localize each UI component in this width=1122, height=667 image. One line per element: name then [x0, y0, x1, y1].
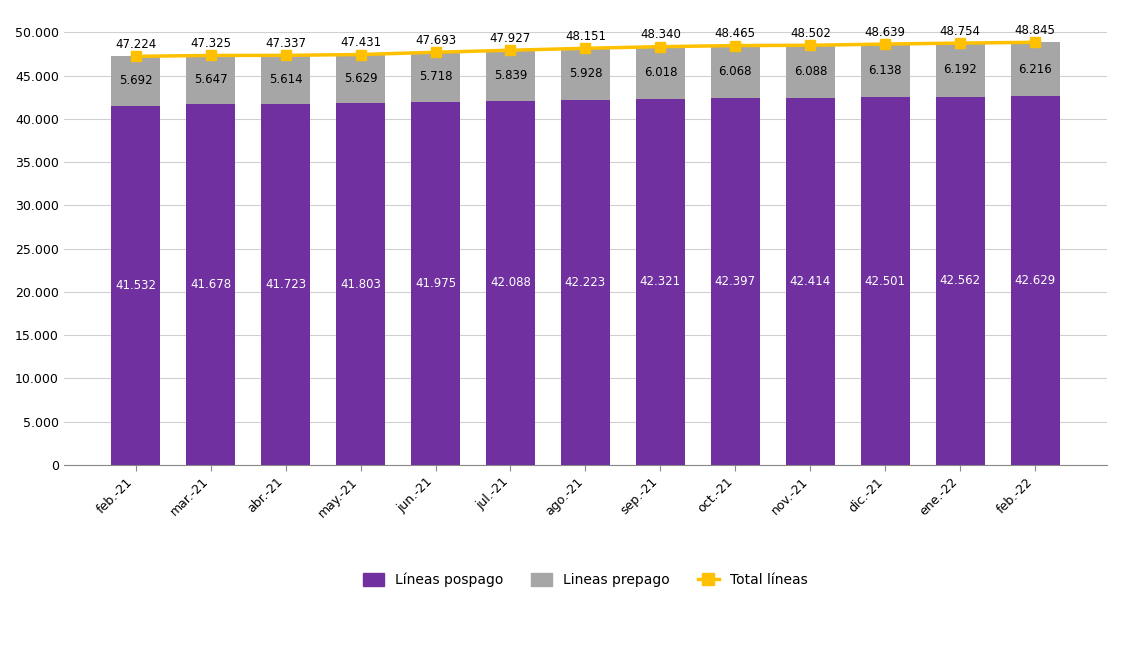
- Bar: [787, 98, 835, 465]
- Text: 48.502: 48.502: [790, 27, 830, 40]
- Bar: [111, 105, 160, 465]
- Text: 5.718: 5.718: [419, 71, 452, 83]
- Text: 42.414: 42.414: [790, 275, 831, 288]
- Text: 42.321: 42.321: [640, 275, 681, 288]
- Bar: [411, 102, 460, 465]
- Text: 5.647: 5.647: [194, 73, 228, 86]
- Text: 6.088: 6.088: [793, 65, 827, 78]
- Bar: [186, 104, 234, 465]
- Bar: [337, 55, 385, 103]
- Text: 41.678: 41.678: [190, 278, 231, 291]
- Bar: [186, 55, 234, 104]
- Text: 47.224: 47.224: [116, 38, 156, 51]
- Bar: [261, 55, 310, 104]
- Text: 6.138: 6.138: [868, 64, 902, 77]
- Text: 48.639: 48.639: [865, 26, 905, 39]
- Text: 48.465: 48.465: [715, 27, 756, 41]
- Bar: [561, 48, 609, 99]
- Bar: [711, 45, 760, 98]
- Text: 6.018: 6.018: [644, 66, 678, 79]
- Text: 48.340: 48.340: [640, 29, 681, 41]
- Text: 5.692: 5.692: [119, 75, 153, 87]
- Text: 41.532: 41.532: [116, 279, 156, 291]
- Bar: [486, 50, 535, 101]
- Bar: [711, 98, 760, 465]
- Bar: [636, 47, 684, 99]
- Text: 42.088: 42.088: [490, 276, 531, 289]
- Bar: [787, 45, 835, 98]
- Bar: [936, 97, 985, 465]
- Text: 6.216: 6.216: [1019, 63, 1052, 75]
- Text: 42.501: 42.501: [865, 275, 905, 287]
- Bar: [411, 52, 460, 102]
- Text: 42.223: 42.223: [564, 275, 606, 289]
- Text: 47.431: 47.431: [340, 36, 381, 49]
- Text: 48.845: 48.845: [1014, 24, 1056, 37]
- Bar: [861, 97, 910, 465]
- Bar: [861, 44, 910, 97]
- Text: 41.723: 41.723: [265, 278, 306, 291]
- Text: 48.151: 48.151: [565, 30, 606, 43]
- Bar: [111, 56, 160, 105]
- Text: 47.693: 47.693: [415, 34, 456, 47]
- Text: 6.068: 6.068: [718, 65, 752, 78]
- Text: 48.754: 48.754: [940, 25, 981, 38]
- Text: 5.839: 5.839: [494, 69, 527, 82]
- Text: 42.629: 42.629: [1014, 274, 1056, 287]
- Bar: [1011, 42, 1059, 96]
- Bar: [561, 99, 609, 465]
- Text: 5.928: 5.928: [569, 67, 603, 81]
- Text: 47.927: 47.927: [490, 32, 531, 45]
- Text: 42.397: 42.397: [715, 275, 756, 288]
- Text: 5.629: 5.629: [343, 72, 377, 85]
- Text: 42.562: 42.562: [940, 274, 981, 287]
- Text: 41.975: 41.975: [415, 277, 456, 289]
- Text: 41.803: 41.803: [340, 277, 381, 291]
- Text: 47.337: 47.337: [265, 37, 306, 50]
- Bar: [486, 101, 535, 465]
- Bar: [636, 99, 684, 465]
- Bar: [261, 104, 310, 465]
- Text: 5.614: 5.614: [269, 73, 303, 86]
- Legend: Líneas pospago, Lineas prepago, Total líneas: Líneas pospago, Lineas prepago, Total lí…: [358, 567, 813, 593]
- Bar: [1011, 96, 1059, 465]
- Bar: [337, 103, 385, 465]
- Text: 6.192: 6.192: [944, 63, 977, 76]
- Text: 47.325: 47.325: [190, 37, 231, 50]
- Bar: [936, 43, 985, 97]
